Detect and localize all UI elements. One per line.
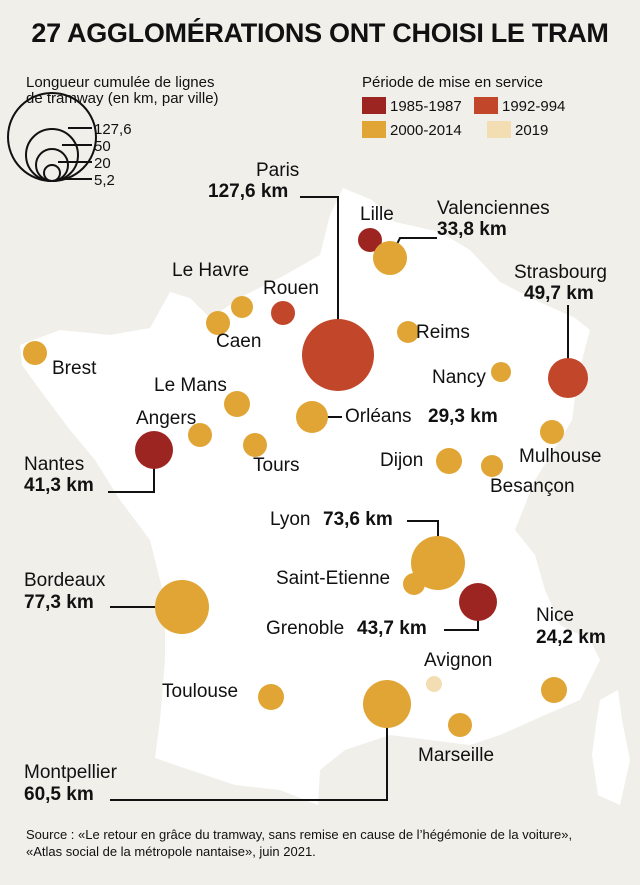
corsica-outline: [592, 690, 630, 805]
city-name: Reims: [416, 322, 470, 343]
city-bubble: [373, 241, 407, 275]
period-label: 1992-994: [502, 98, 566, 115]
city-name: Angers: [136, 408, 197, 429]
city-name: Nantes: [24, 454, 85, 475]
city-name: Mulhouse: [519, 446, 602, 467]
city-name: Grenoble: [266, 618, 345, 639]
city-length: 49,7 km: [524, 283, 594, 304]
city-name: Avignon: [424, 650, 493, 671]
city-bubble: [491, 362, 511, 382]
period-swatch: [474, 97, 498, 114]
city-length: 43,7 km: [357, 618, 427, 639]
leader-line: [110, 704, 388, 801]
period-label: 1985-1987: [390, 98, 462, 115]
size-legend-title-2: de tramway (en km, par ville): [26, 90, 219, 107]
city-bubble: [411, 536, 465, 590]
city-name: Rouen: [263, 278, 319, 299]
leader-line: [300, 196, 339, 355]
city-name: Le Havre: [172, 260, 250, 281]
size-legend-circle: [43, 164, 61, 182]
city-name: Saint-Etienne: [276, 568, 391, 589]
period-label: 2019: [515, 122, 549, 139]
city-name: Orléans: [345, 406, 412, 427]
period-swatch: [487, 121, 511, 138]
city-bubble: [206, 311, 230, 335]
source-line: «Atlas social de la métropole nantaise»,…: [26, 844, 316, 859]
france-outline: [20, 188, 600, 805]
city-bubble: [224, 391, 250, 417]
city-bubble: [358, 228, 382, 252]
city-bubble: [403, 573, 425, 595]
size-legend-title-1: Longueur cumulée de lignes: [26, 74, 215, 91]
city-name: Marseille: [418, 745, 495, 766]
city-length: 33,8 km: [437, 219, 507, 240]
period-swatch: [362, 97, 386, 114]
city-length: 73,6 km: [323, 509, 393, 530]
city-bubble: [271, 301, 295, 325]
city-bubble: [548, 358, 588, 398]
size-legend-value: 20: [94, 155, 111, 172]
city-bubble: [135, 431, 173, 469]
city-bubble: [302, 319, 374, 391]
city-bubble: [23, 341, 47, 365]
city-name: Dijon: [380, 450, 424, 471]
city-bubble: [258, 684, 284, 710]
source-line: Source : «Le retour en grâce du tramway,…: [26, 827, 573, 842]
city-bubble: [188, 423, 212, 447]
city-name: Tours: [253, 455, 300, 476]
city-bubble: [426, 676, 442, 692]
city-name: Caen: [216, 331, 262, 352]
city-name: Valenciennes: [437, 198, 550, 219]
city-bubble: [436, 448, 462, 474]
city-name: Nancy: [432, 367, 486, 388]
period-swatch: [362, 121, 386, 138]
city-bubbles: [23, 228, 588, 737]
city-name: Toulouse: [162, 681, 239, 702]
city-bubble: [243, 433, 267, 457]
size-legend-circle: [25, 128, 79, 182]
size-legend-value: 127,6: [94, 121, 132, 138]
period-label: 2000-2014: [390, 122, 462, 139]
source: Source : «Le retour en grâce du tramway,…: [26, 826, 572, 860]
city-bubble: [363, 680, 411, 728]
city-length: 60,5 km: [24, 784, 94, 805]
size-legend-value: 5,2: [94, 172, 115, 189]
size-legend-value: 50: [94, 138, 111, 155]
city-bubble: [459, 583, 497, 621]
city-bubble: [231, 296, 253, 318]
city-bubble: [540, 420, 564, 444]
city-name: Paris: [256, 160, 300, 181]
city-name: Le Mans: [154, 375, 227, 396]
city-length: 41,3 km: [24, 475, 94, 496]
city-name: Besançon: [490, 476, 575, 497]
city-name: Nice: [536, 605, 575, 626]
city-bubble: [481, 455, 503, 477]
city-bubble: [155, 580, 209, 634]
city-name: Strasbourg: [514, 262, 607, 283]
city-name: Brest: [52, 358, 97, 379]
city-length: 77,3 km: [24, 592, 94, 613]
city-bubble: [541, 677, 567, 703]
city-length: 24,2 km: [536, 627, 606, 648]
city-name: Montpellier: [24, 762, 117, 783]
city-length: 29,3 km: [428, 406, 498, 427]
size-legend-circles: [7, 92, 97, 182]
city-bubble: [397, 321, 419, 343]
title: 27 AGGLOMÉRATIONS ONT CHOISI LE TRAM: [31, 18, 609, 48]
city-name: Lille: [360, 204, 394, 225]
period-legend-title: Période de mise en service: [362, 74, 543, 91]
city-bubble: [448, 713, 472, 737]
city-name: Lyon: [270, 509, 311, 530]
city-name: Bordeaux: [24, 570, 106, 591]
city-length: 127,6 km: [208, 181, 289, 202]
city-bubble: [296, 401, 328, 433]
